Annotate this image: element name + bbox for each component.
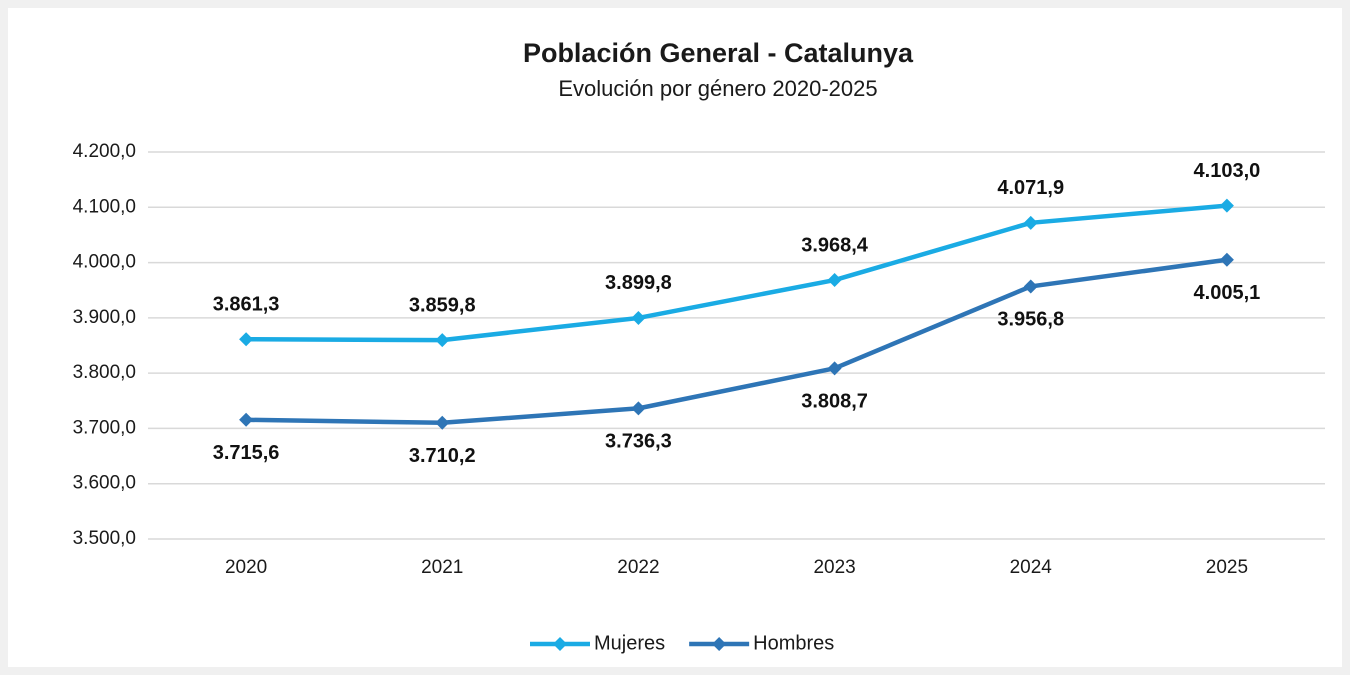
x-tick-label: 2025 xyxy=(1206,557,1248,578)
y-tick-label: 3.700,0 xyxy=(73,417,136,438)
data-label: 4.071,9 xyxy=(997,177,1064,199)
x-tick-label: 2020 xyxy=(225,557,267,578)
chart-panel xyxy=(8,8,1342,667)
legend-label: Hombres xyxy=(753,632,834,654)
data-label: 3.715,6 xyxy=(213,442,280,464)
marker xyxy=(239,412,254,427)
y-tick-label: 4.100,0 xyxy=(73,196,136,217)
series-line xyxy=(246,203,1228,343)
y-tick-label: 4.000,0 xyxy=(73,252,136,273)
y-tick-label: 3.800,0 xyxy=(73,362,136,383)
data-label: 3.736,3 xyxy=(605,431,672,453)
chart-title: Población General - Catalunya xyxy=(523,38,914,68)
marker xyxy=(631,401,646,416)
marker xyxy=(827,361,842,376)
marker xyxy=(1219,198,1234,213)
y-tick-label: 3.600,0 xyxy=(73,473,136,494)
chart-subtitle: Evolución por género 2020-2025 xyxy=(558,76,877,101)
x-tick-label: 2022 xyxy=(617,557,659,578)
y-tick-label: 3.500,0 xyxy=(73,528,136,549)
x-tick-label: 2024 xyxy=(1010,557,1053,578)
marker xyxy=(1219,252,1234,267)
data-label: 3.956,8 xyxy=(997,309,1064,331)
marker xyxy=(435,415,450,430)
marker xyxy=(1023,279,1038,294)
data-label: 4.103,0 xyxy=(1194,160,1261,182)
legend-marker xyxy=(712,637,727,651)
data-label: 3.968,4 xyxy=(801,234,869,256)
data-label: 3.808,7 xyxy=(801,391,868,413)
marker xyxy=(1023,215,1038,230)
legend-marker xyxy=(553,637,567,651)
x-tick-label: 2023 xyxy=(813,557,855,578)
data-label: 3.859,8 xyxy=(409,294,476,316)
y-tick-label: 3.900,0 xyxy=(73,307,136,328)
marker xyxy=(435,333,450,348)
data-label: 3.710,2 xyxy=(409,445,476,467)
series-line xyxy=(246,257,1228,426)
data-label: 3.899,8 xyxy=(605,272,672,294)
marker xyxy=(631,310,646,325)
y-tick-label: 4.200,0 xyxy=(73,141,136,162)
legend-label: Mujeres xyxy=(594,632,665,654)
marker xyxy=(827,273,842,288)
marker xyxy=(239,332,254,347)
data-label: 3.861,3 xyxy=(213,294,280,316)
data-label: 4.005,1 xyxy=(1194,282,1261,304)
x-tick-label: 2021 xyxy=(421,557,463,578)
